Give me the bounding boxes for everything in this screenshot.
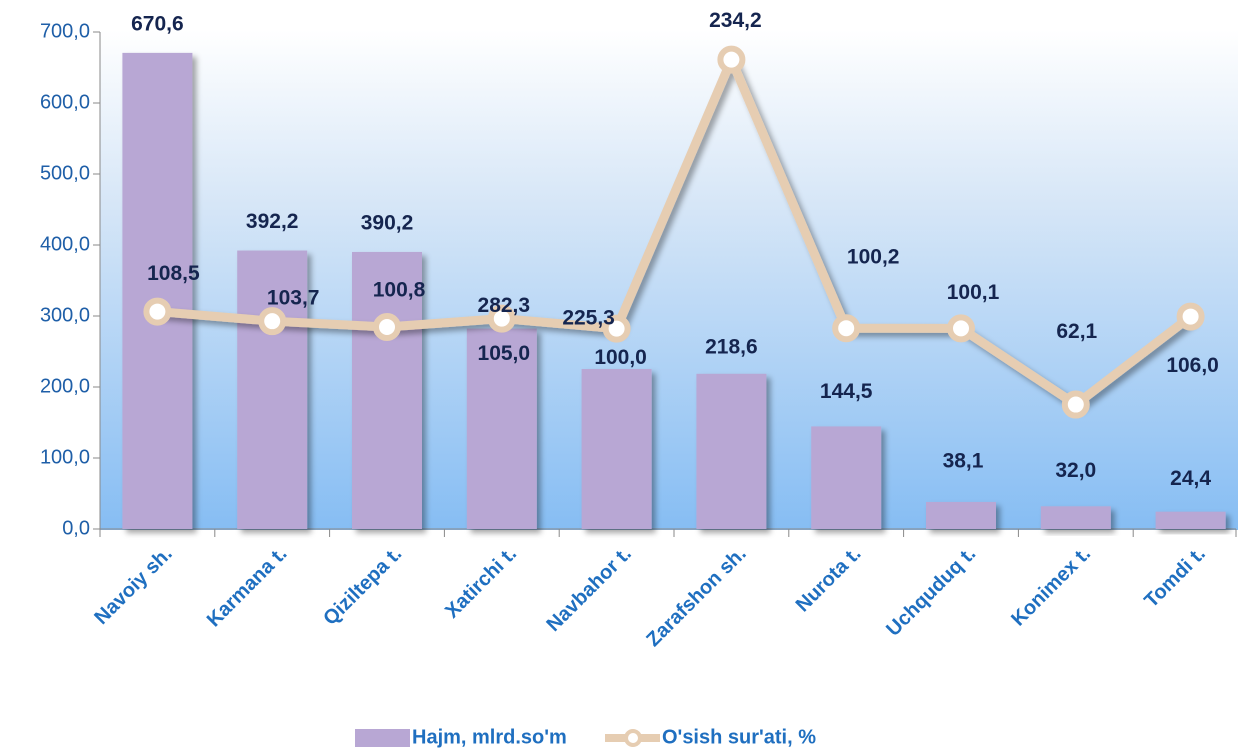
y-tick-label: 400,0 [40,233,90,255]
y-tick-label: 100,0 [40,446,90,468]
data-label: 38,1 [943,449,984,472]
bar [581,369,652,529]
data-label: 144,5 [820,380,873,403]
data-label: 100,1 [947,281,1000,304]
data-label: 100,2 [847,246,900,269]
x-tick-label: Konimex t. [1007,543,1095,631]
bar [122,52,193,530]
x-tick-label: Navbahor t. [543,543,636,636]
x-tick-label: Xatirchi t. [441,543,521,623]
x-tick-label: Nurota t. [792,543,866,617]
y-tick-label: 600,0 [40,91,90,113]
legend-swatch [355,729,410,747]
data-label: 670,6 [131,12,184,35]
bar [811,426,882,529]
line-marker [373,312,401,341]
line-marker [832,314,861,343]
line-marker [602,314,631,343]
y-tick-label: 500,0 [40,162,90,184]
data-label: 100,0 [594,346,647,369]
y-tick-label: 200,0 [40,375,90,397]
line-marker [1176,302,1205,331]
data-label: 108,5 [147,262,200,285]
bar [352,251,422,529]
bar [696,373,767,529]
legend-swatch [624,729,642,747]
bar [926,501,996,529]
x-tick-label: Qiziltepa t. [319,543,406,630]
x-tick-label: Zarafshon sh. [642,543,750,651]
data-label: 105,0 [478,342,531,365]
bar [466,328,537,529]
data-label: 103,7 [267,287,320,310]
data-label: 390,2 [361,212,414,235]
data-label: 62,1 [1056,320,1097,343]
legend-label: Hajm, mlrd.so'm [412,726,567,748]
bar [1155,511,1226,529]
x-tick-label: Navoiy sh. [90,543,176,629]
data-label: 24,4 [1170,467,1211,490]
line-marker [143,297,172,326]
data-label: 225,3 [562,307,615,330]
data-label: 100,8 [373,279,426,302]
y-tick-label: 700,0 [40,20,90,42]
bar [237,250,308,529]
x-tick-label: Karmana t. [203,543,292,632]
y-tick-label: 300,0 [40,304,90,326]
line-marker [947,314,975,343]
line-marker [258,307,287,336]
data-label: 234,2 [709,9,762,32]
x-tick-label: Tomdi t. [1140,543,1209,612]
data-label: 106,0 [1166,354,1219,377]
y-tick-label: 0,0 [62,517,90,539]
bar [1040,506,1111,529]
line-marker [1061,390,1090,419]
line-marker [717,45,746,74]
line-marker [487,304,516,333]
data-label: 392,2 [246,210,299,233]
line [157,55,1194,410]
data-label: 32,0 [1055,459,1096,482]
legend-label: O'sish sur'ati, % [662,726,816,748]
data-label: 218,6 [705,335,758,358]
x-tick-label: Uchquduq t. [882,543,980,641]
data-label: 282,3 [478,294,531,317]
